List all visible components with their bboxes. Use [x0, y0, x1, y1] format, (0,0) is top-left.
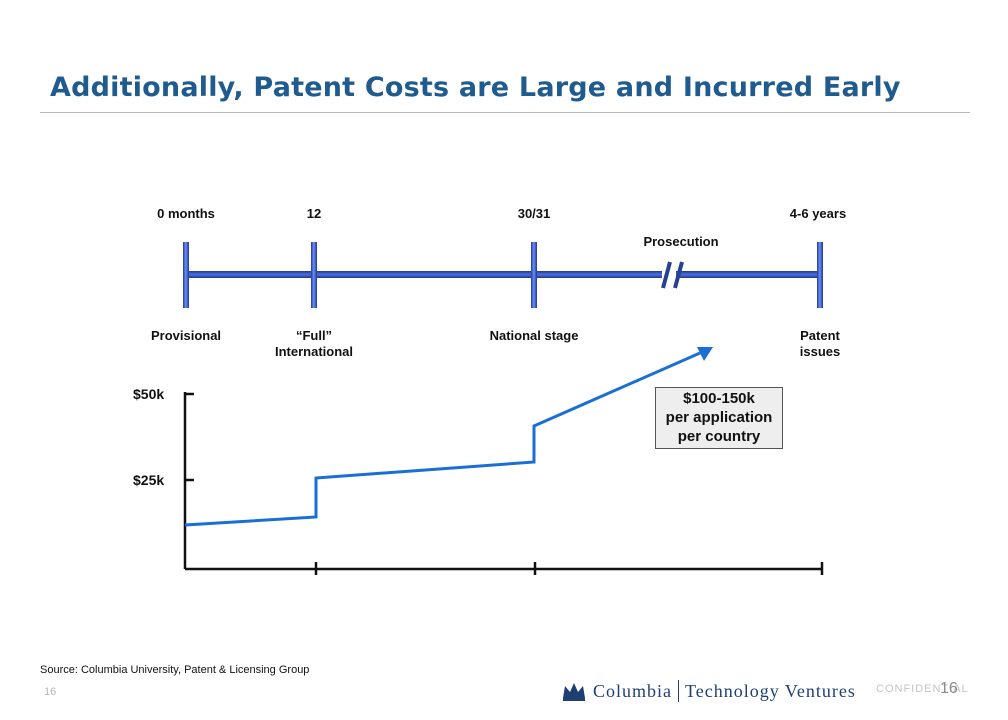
- milestone-top-label-0: 0 months: [157, 206, 215, 221]
- cost-line: [184, 351, 701, 527]
- milestone-bottom-label-2: National stage: [489, 328, 579, 343]
- prosecution-label: Prosecution: [643, 234, 719, 249]
- source-note: Source: Columbia University, Patent & Li…: [40, 664, 310, 676]
- callout-line-1: $100-150k: [683, 390, 755, 407]
- timeline-tick-3: [817, 242, 823, 308]
- cost-callout-box: $100-150k per application per country: [655, 387, 783, 449]
- milestone-bottom-label-3: Patent issues: [800, 328, 840, 360]
- page-title: Additionally, Patent Costs are Large and…: [50, 72, 901, 103]
- crown-icon: [563, 683, 585, 701]
- cost-line-arrowhead: [697, 347, 713, 361]
- y-tick-label-25k: $25k: [133, 472, 165, 488]
- timeline-break-marks: [661, 261, 684, 289]
- callout-line-3: per country: [677, 428, 761, 445]
- milestone-bottom-label-3-line1: Patent: [800, 328, 840, 343]
- timeline-bar: [186, 271, 820, 278]
- milestone-bottom-label-1-line2: International: [274, 344, 354, 359]
- timeline-tick-1: [311, 242, 317, 308]
- milestone-bottom-label-1: “Full” International: [275, 328, 353, 360]
- logo-text-left: Columbia: [593, 680, 672, 701]
- page-number-right: 16: [940, 680, 958, 697]
- columbia-technology-ventures-logo: Columbia Technology Ventures: [561, 676, 856, 706]
- timeline-tick-2: [531, 242, 537, 308]
- logo-text-right: Technology Ventures: [685, 680, 856, 701]
- milestone-top-label-3: 4-6 years: [789, 206, 847, 221]
- milestone-top-label-2: 30/31: [517, 206, 551, 221]
- confidential-label: CONFIDENTIAL: [876, 683, 969, 695]
- timeline-tick-0: [183, 242, 189, 308]
- milestone-bottom-label-3-line2: issues: [799, 344, 841, 359]
- page-number-left: 16: [44, 686, 57, 698]
- milestone-top-label-1: 12: [306, 206, 322, 221]
- milestone-bottom-label-1-line1: “Full”: [295, 328, 333, 343]
- title-divider: [40, 112, 970, 113]
- callout-line-2: per application: [665, 409, 773, 426]
- milestone-bottom-label-0: Provisional: [150, 328, 222, 343]
- y-tick-label-50k: $50k: [133, 386, 165, 402]
- logo-separator: [678, 680, 679, 702]
